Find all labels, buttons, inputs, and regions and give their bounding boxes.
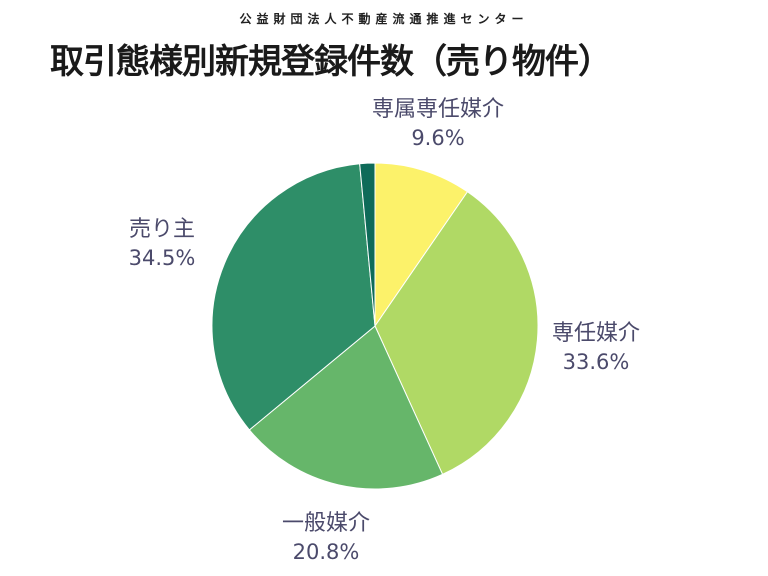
slice-label-3: 売り主 34.5% — [128, 217, 196, 270]
pie-slice-3 — [211, 163, 376, 431]
organization-name: 公益財団法人不動産流通推進センター — [239, 12, 529, 26]
pie-slice-1 — [374, 191, 539, 476]
slice-label-1: 専任媒介 33.6% — [551, 321, 641, 374]
chart-title: 取引態様別新規登録件数（売り物件） — [50, 42, 612, 82]
slice-label-2: 一般媒介 20.8% — [281, 511, 371, 564]
pie-slice-4 — [359, 162, 376, 327]
slice-label-0: 専属専任媒介 9.6% — [371, 97, 505, 150]
pie-slice-0 — [374, 162, 469, 328]
pie-slice-2 — [248, 325, 444, 490]
